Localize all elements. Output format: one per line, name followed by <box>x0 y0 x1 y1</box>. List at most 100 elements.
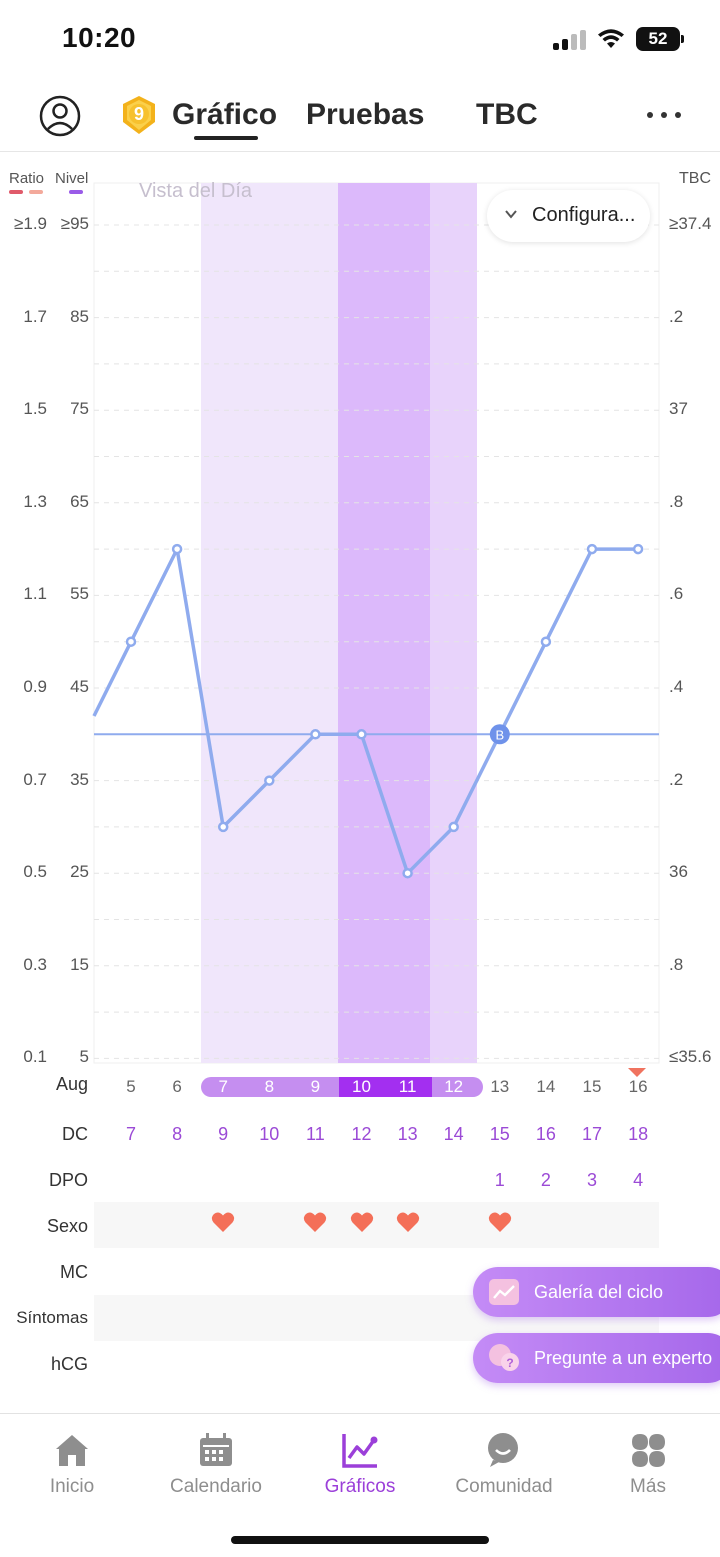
status-time: 10:20 <box>62 22 137 53</box>
ratio-tick-label: 1.5 <box>23 399 47 419</box>
ask-expert-button[interactable]: ? Pregunte a un experto <box>473 1333 720 1383</box>
tab-tbc[interactable]: TBC <box>476 98 538 131</box>
month-label: Aug <box>55 1074 88 1094</box>
cellular-signal-icon <box>553 30 589 50</box>
nav-inicio-label: Inicio <box>49 1476 95 1497</box>
level-badge-icon[interactable]: 9 <box>119 94 159 136</box>
expert-chat-icon: ? <box>489 1344 519 1371</box>
dpo-value: 4 <box>633 1170 644 1190</box>
community-icon <box>488 1433 518 1467</box>
date-cell: 14 <box>536 1077 556 1096</box>
nivel-tick-label: ≥95 <box>60 214 89 233</box>
data-point <box>586 543 598 555</box>
nav-calendario[interactable]: Calendario <box>144 1414 288 1524</box>
tbc-tick-label: .2 <box>669 769 684 789</box>
date-cell: 8 <box>264 1077 275 1096</box>
ratio-tick-label: 0.5 <box>23 862 47 882</box>
tbc-tick-label: .2 <box>669 306 684 326</box>
nav-calendario-label: Calendario <box>170 1476 262 1497</box>
profile-icon[interactable] <box>39 95 81 137</box>
nivel-axis-title: Nivel <box>55 170 89 187</box>
dpo-value: 3 <box>586 1170 597 1190</box>
dc-value: 14 <box>443 1124 464 1144</box>
tbc-tick-label: .4 <box>669 677 684 696</box>
date-cell: 11 <box>398 1077 417 1096</box>
wifi-icon <box>598 29 624 48</box>
coverline-marker <box>489 724 510 745</box>
date-cell: 16 <box>628 1077 648 1096</box>
dc-value: 16 <box>535 1124 556 1144</box>
cycle-gallery-button[interactable]: Galería del ciclo <box>473 1267 720 1317</box>
nav-mas[interactable]: Más <box>576 1414 720 1524</box>
data-point <box>540 636 552 647</box>
dc-value: 10 <box>259 1124 280 1144</box>
nivel-tick-label: 25 <box>70 862 89 882</box>
nivel-tick-label: 75 <box>70 399 89 419</box>
chevron-down-icon <box>505 210 517 219</box>
configure-label: Configura... <box>532 204 636 226</box>
more-options-button[interactable] <box>644 104 684 126</box>
bottom-navigation: Inicio Calendario Gráficos Comunidad <box>0 1413 720 1557</box>
tab-grafico[interactable]: Gráfico <box>172 98 278 131</box>
tbc-tick-label: 37 <box>669 399 688 419</box>
ratio-legend-swatch <box>9 190 23 194</box>
configure-button[interactable]: Configura... <box>487 190 650 242</box>
sexo-row-band <box>94 1202 659 1248</box>
heart-icon[interactable] <box>488 1211 512 1233</box>
peak-fertility-band <box>338 183 430 1063</box>
nav-graficos-label: Gráficos <box>324 1476 396 1497</box>
data-point <box>310 729 321 740</box>
nav-comunidad[interactable]: Comunidad <box>432 1414 576 1524</box>
dc-value: 17 <box>581 1124 603 1144</box>
dpo-row-label: DPO <box>48 1170 88 1190</box>
top-tab-bar: 9 Gráfico Pruebas TBC <box>0 80 720 152</box>
nivel-tick-label: 5 <box>79 1047 89 1067</box>
data-point <box>264 775 275 786</box>
svg-text:?: ? <box>506 1356 513 1370</box>
nivel-legend-swatch <box>69 190 83 194</box>
date-cell: 6 <box>172 1077 182 1096</box>
tab-pruebas[interactable]: Pruebas <box>306 98 425 131</box>
battery-icon: 52 <box>636 27 684 51</box>
dc-value: 15 <box>489 1124 510 1144</box>
date-cell: 12 <box>444 1077 464 1096</box>
nav-comunidad-label: Comunidad <box>455 1476 553 1497</box>
data-point <box>632 543 644 555</box>
heart-icon[interactable] <box>211 1211 235 1233</box>
battery-level: 52 <box>636 27 680 51</box>
heart-icon[interactable] <box>350 1211 374 1233</box>
data-point <box>448 821 459 833</box>
mc-row-label: MC <box>60 1262 88 1282</box>
data-point <box>402 867 413 879</box>
dpo-value: 2 <box>540 1170 551 1190</box>
ratio-tick-label: 1.1 <box>23 584 47 604</box>
tbc-tick-label: .8 <box>669 954 684 974</box>
ratio-tick-label: ≥1.9 <box>14 214 47 233</box>
nav-graficos[interactable]: Gráficos <box>288 1414 432 1524</box>
ask-expert-label: Pregunte a un experto <box>534 1348 713 1368</box>
ratio-tick-label: 0.1 <box>23 1047 47 1067</box>
date-cell: 13 <box>490 1077 510 1096</box>
dc-value: 8 <box>172 1124 183 1144</box>
home-indicator <box>231 1536 489 1544</box>
ratio-tick-label: 0.7 <box>23 769 47 789</box>
dc-row-label: DC <box>62 1124 88 1144</box>
coverline-marker-label: B <box>495 727 504 742</box>
tbc-tick-label: ≥37.4 <box>669 214 712 233</box>
chart-icon <box>342 1434 378 1468</box>
nav-inicio[interactable]: Inicio <box>0 1414 144 1524</box>
heart-icon[interactable] <box>303 1211 327 1233</box>
nivel-tick-label: 15 <box>70 954 89 974</box>
date-cell: 9 <box>310 1077 321 1096</box>
view-mode-label: Vista del Día <box>139 180 253 202</box>
nivel-tick-label: 35 <box>70 769 89 789</box>
data-point <box>217 821 229 833</box>
dc-value: 11 <box>306 1124 325 1144</box>
date-cell: 15 <box>582 1077 602 1096</box>
cycle-gallery-label: Galería del ciclo <box>534 1282 664 1302</box>
dc-value: 12 <box>351 1124 372 1144</box>
nivel-tick-label: 65 <box>70 491 89 511</box>
today-marker-icon <box>628 1068 646 1077</box>
heart-icon[interactable] <box>396 1211 420 1233</box>
